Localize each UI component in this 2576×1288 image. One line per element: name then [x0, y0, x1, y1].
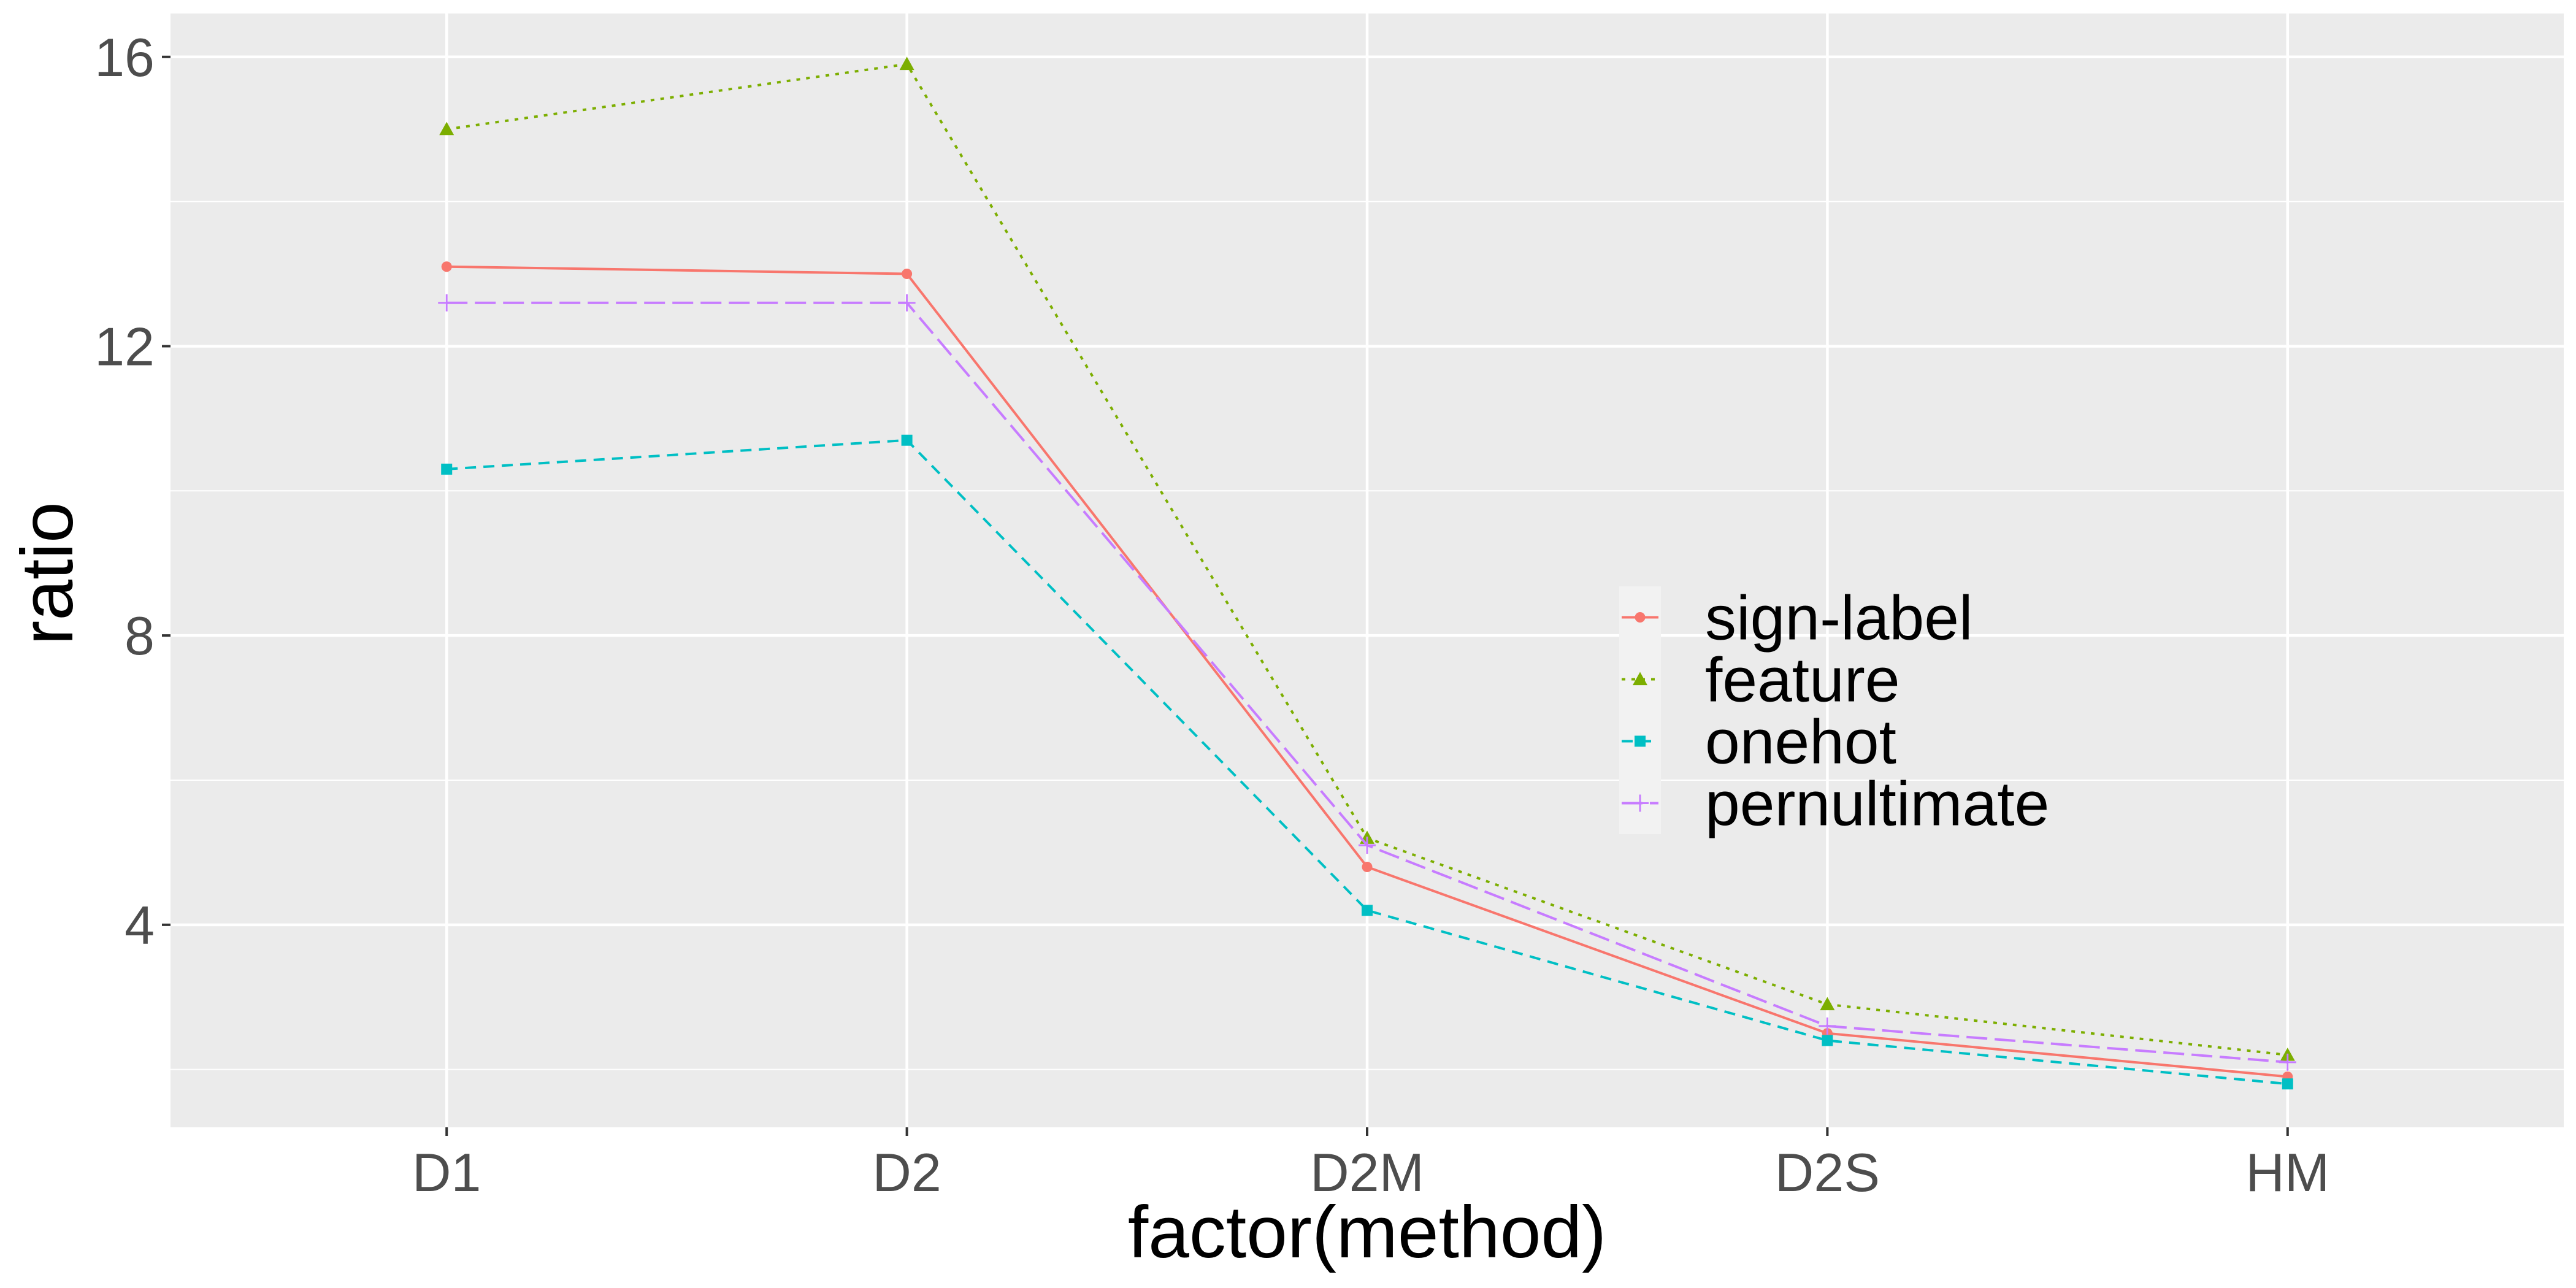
- x-tick-label: D2M: [1310, 1142, 1424, 1203]
- point-pernultimate: [898, 294, 916, 312]
- legend-label-feature: feature: [1705, 645, 1900, 715]
- point-onehot: [2282, 1078, 2293, 1090]
- legend-marker-onehot: [1635, 735, 1646, 747]
- point-onehot: [1822, 1035, 1833, 1046]
- legend-marker-sign-label: [1635, 612, 1646, 623]
- x-axis-title: factor(method): [1128, 1191, 1606, 1273]
- x-tick-label: D2S: [1775, 1142, 1880, 1203]
- y-axis-title: ratio: [6, 502, 88, 645]
- x-tick-label: D1: [412, 1142, 481, 1203]
- legend-marker-pernultimate: [1631, 794, 1649, 812]
- point-sign-label: [441, 261, 452, 272]
- legend-label-onehot: onehot: [1705, 707, 1896, 777]
- point-onehot: [901, 434, 913, 446]
- y-tick-label: 4: [125, 895, 155, 956]
- point-pernultimate: [1359, 837, 1376, 854]
- x-axis: D1 D2 D2M D2S HM: [412, 1127, 2329, 1203]
- point-sign-label: [902, 269, 913, 280]
- point-feature: [439, 121, 454, 136]
- point-onehot: [1362, 905, 1373, 916]
- x-tick-label: D2: [872, 1142, 941, 1203]
- point-sign-label: [1362, 861, 1373, 872]
- x-tick-label: HM: [2245, 1142, 2329, 1203]
- y-tick-label: 12: [94, 316, 155, 377]
- point-onehot: [441, 463, 453, 475]
- legend-marker-feature: [1633, 672, 1647, 686]
- point-pernultimate: [2279, 1053, 2296, 1071]
- y-tick-label: 16: [94, 27, 155, 88]
- point-pernultimate: [1819, 1017, 1836, 1035]
- series-layer: [438, 56, 2296, 1090]
- y-axis: 4 8 12 16: [94, 27, 171, 956]
- series-line-onehot: [447, 439, 2288, 1086]
- legend-key-background: [1619, 586, 1661, 834]
- legend-label-sign-label: sign-label: [1705, 583, 1973, 653]
- point-pernultimate: [438, 294, 456, 312]
- point-feature: [1820, 997, 1835, 1011]
- legend-label-pernultimate: pernultimate: [1705, 769, 2049, 839]
- y-tick-label: 8: [125, 605, 155, 666]
- major-gridlines: [171, 13, 2564, 1127]
- point-feature: [899, 56, 914, 71]
